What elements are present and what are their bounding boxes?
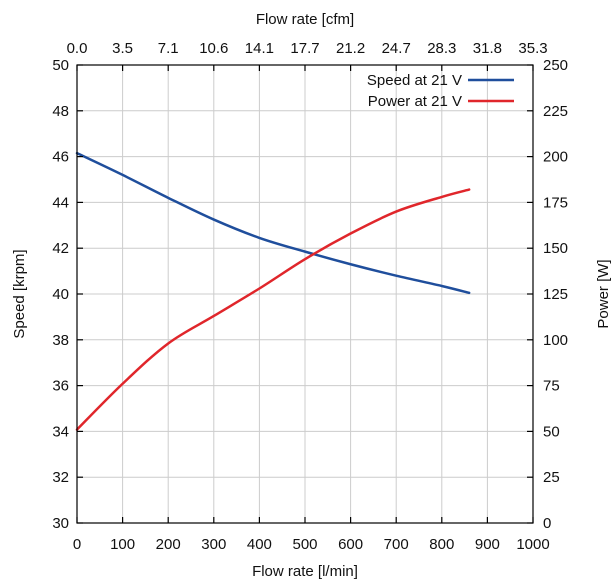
x2-tick-label: 24.7 — [382, 40, 411, 57]
y-tick-label: 50 — [52, 57, 69, 74]
x2-tick-label: 14.1 — [245, 40, 274, 57]
x2-axis-title: Flow rate [cfm] — [256, 11, 354, 28]
x2-tick-label: 7.1 — [158, 40, 179, 57]
series-line-speed — [75, 151, 471, 295]
x-axis-title: Flow rate [l/min] — [252, 563, 358, 580]
legend-label-speed: Speed at 21 V — [367, 72, 462, 89]
y-axis-title: Speed [krpm] — [11, 249, 28, 338]
y2-tick-label: 25 — [543, 469, 560, 486]
y2-tick-label: 150 — [543, 240, 568, 257]
y-tick-label: 42 — [52, 240, 69, 257]
y2-tick-label: 225 — [543, 103, 568, 120]
x2-tick-label: 31.8 — [473, 40, 502, 57]
x2-tick-label: 17.7 — [290, 40, 319, 57]
y-tick-label: 38 — [52, 332, 69, 349]
x2-tick-label: 21.2 — [336, 40, 365, 57]
y2-tick-label: 75 — [543, 378, 560, 395]
x-tick-label: 0 — [73, 536, 81, 553]
x-tick-label: 700 — [384, 536, 409, 553]
legend: Speed at 21 V Power at 21 V — [367, 72, 514, 110]
x-tick-label: 1000 — [516, 536, 549, 553]
x-tick-label: 100 — [110, 536, 135, 553]
y-tick-label: 36 — [52, 378, 69, 395]
y2-tick-label: 100 — [543, 332, 568, 349]
series-line-power — [75, 188, 471, 431]
x-tick-label: 500 — [292, 536, 317, 553]
y-tick-label: 46 — [52, 149, 69, 166]
y-tick-label: 44 — [52, 194, 69, 211]
y2-tick-label: 0 — [543, 515, 551, 532]
x-tick-label: 800 — [429, 536, 454, 553]
x2-tick-label: 28.3 — [427, 40, 456, 57]
y-tick-label: 30 — [52, 515, 69, 532]
y2-tick-label: 50 — [543, 423, 560, 440]
grid — [77, 65, 533, 523]
y-tick-label: 34 — [52, 423, 69, 440]
legend-label-power: Power at 21 V — [368, 93, 462, 110]
x-tick-label: 400 — [247, 536, 272, 553]
x2-tick-label: 3.5 — [112, 40, 133, 57]
x2-tick-label: 10.6 — [199, 40, 228, 57]
y-tick-label: 32 — [52, 469, 69, 486]
y2-tick-label: 175 — [543, 194, 568, 211]
x2-tick-label: 0.0 — [67, 40, 88, 57]
tick-labels: 00.01003.52007.130010.640014.150017.7600… — [52, 40, 568, 553]
x2-tick-label: 35.3 — [518, 40, 547, 57]
y2-axis-title: Power [W] — [595, 259, 612, 328]
x-tick-label: 200 — [156, 536, 181, 553]
series-layer — [75, 151, 471, 431]
y2-tick-label: 250 — [543, 57, 568, 74]
y-tick-label: 40 — [52, 286, 69, 303]
y2-tick-label: 125 — [543, 286, 568, 303]
x-tick-label: 900 — [475, 536, 500, 553]
x-tick-label: 300 — [201, 536, 226, 553]
y2-tick-label: 200 — [543, 149, 568, 166]
x-tick-label: 600 — [338, 536, 363, 553]
y-tick-label: 48 — [52, 103, 69, 120]
ticks — [76, 64, 534, 524]
